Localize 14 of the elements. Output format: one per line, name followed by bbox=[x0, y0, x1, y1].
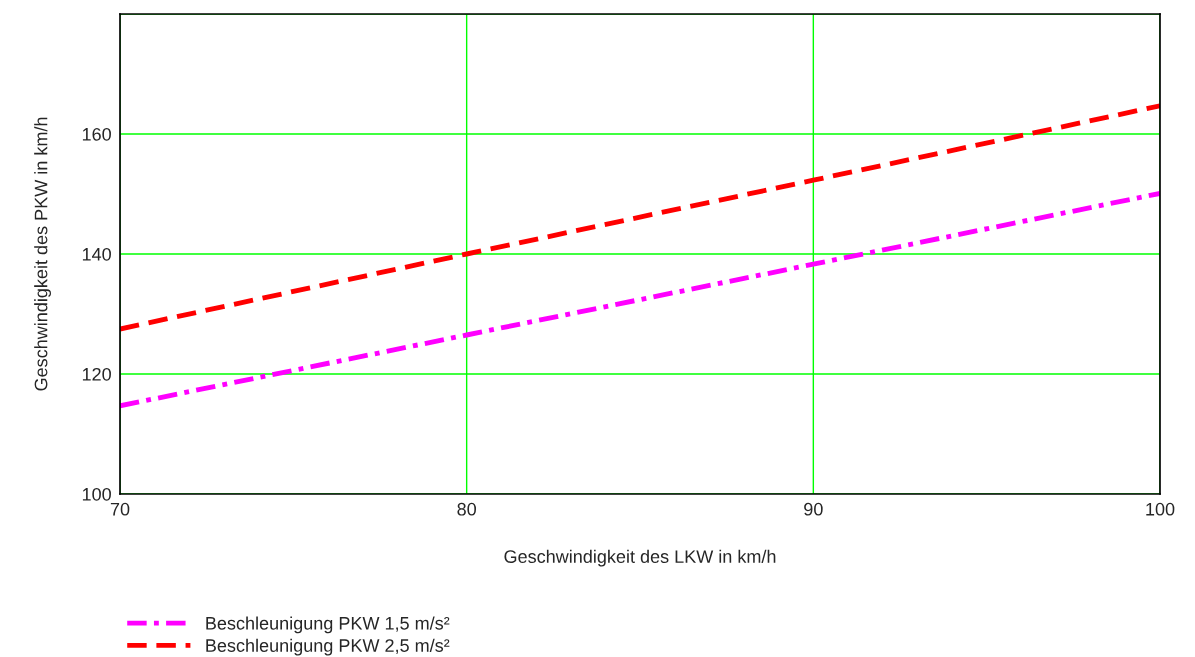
x-axis-title: Geschwindigkeit des LKW in km/h bbox=[504, 549, 776, 567]
x-tick-label: 80 bbox=[457, 502, 476, 516]
x-tick-label: 90 bbox=[804, 502, 823, 516]
y-tick-label: 160 bbox=[82, 127, 111, 141]
y-tick-label: 100 bbox=[82, 487, 111, 501]
y-tick-label: 140 bbox=[82, 247, 111, 261]
x-tick-label: 70 bbox=[110, 502, 130, 516]
legend-label: Beschleunigung PKW 1,5 m/s² bbox=[206, 616, 450, 634]
line-series bbox=[120, 103, 1160, 332]
y-tick-label: 120 bbox=[82, 367, 111, 381]
y-axis-title: Geschwindigkeit des PKW in km/h bbox=[34, 117, 51, 391]
legend-label: Beschleunigung PKW 2,5 m/s² bbox=[206, 638, 450, 656]
line-series bbox=[120, 190, 1160, 409]
x-tick-label: 100 bbox=[1146, 502, 1175, 516]
